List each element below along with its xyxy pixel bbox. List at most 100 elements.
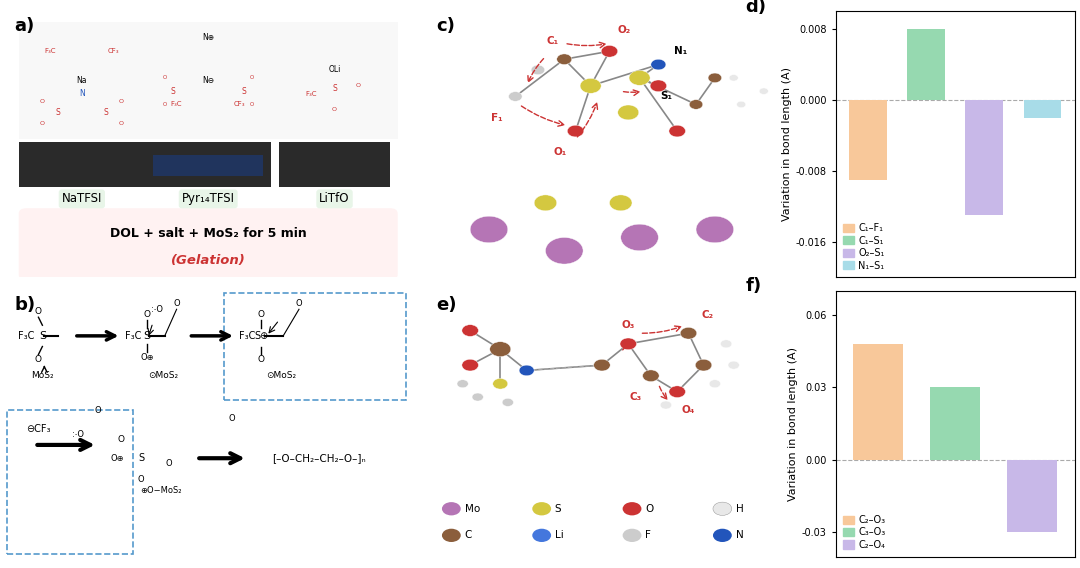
Bar xyxy=(966,100,1003,215)
Circle shape xyxy=(594,360,610,371)
Bar xyxy=(1008,460,1057,532)
FancyBboxPatch shape xyxy=(271,22,397,139)
Text: e): e) xyxy=(436,296,457,314)
Circle shape xyxy=(457,380,469,388)
Text: N: N xyxy=(735,531,743,540)
Text: O: O xyxy=(296,299,302,308)
Circle shape xyxy=(602,45,618,57)
Text: F₃C: F₃C xyxy=(18,331,35,341)
Circle shape xyxy=(492,378,508,389)
Bar xyxy=(1024,100,1062,118)
Circle shape xyxy=(669,386,686,398)
Text: CF₃: CF₃ xyxy=(234,102,245,107)
Text: CF₃: CF₃ xyxy=(108,48,119,55)
Text: a): a) xyxy=(15,16,35,35)
Bar xyxy=(849,100,887,180)
FancyBboxPatch shape xyxy=(145,22,271,139)
Circle shape xyxy=(535,195,557,211)
Circle shape xyxy=(545,237,583,264)
Text: Li: Li xyxy=(555,531,564,540)
Circle shape xyxy=(519,365,535,376)
Text: N⊕: N⊕ xyxy=(202,34,214,43)
Text: O: O xyxy=(645,504,653,514)
Text: O: O xyxy=(119,99,124,105)
Text: Na: Na xyxy=(77,76,87,85)
Text: O₂: O₂ xyxy=(618,25,631,35)
Text: (Gelation): (Gelation) xyxy=(171,253,245,266)
Text: O: O xyxy=(118,435,125,444)
Circle shape xyxy=(696,360,712,371)
Circle shape xyxy=(669,125,686,137)
Circle shape xyxy=(620,338,636,350)
FancyBboxPatch shape xyxy=(153,155,264,176)
Text: F₃C: F₃C xyxy=(239,331,256,341)
Text: O: O xyxy=(258,310,265,319)
Circle shape xyxy=(472,393,484,401)
Circle shape xyxy=(629,70,650,85)
Text: O: O xyxy=(35,356,42,364)
Text: ⊕O−MoS₂: ⊕O−MoS₂ xyxy=(140,486,181,495)
Circle shape xyxy=(696,216,733,243)
Text: C₂: C₂ xyxy=(701,310,714,320)
Circle shape xyxy=(580,78,602,93)
Text: O: O xyxy=(165,459,172,468)
Text: S: S xyxy=(144,331,150,341)
Text: O: O xyxy=(229,414,235,423)
Text: ⊖CF₃: ⊖CF₃ xyxy=(27,424,51,434)
Text: Mo: Mo xyxy=(464,504,480,514)
Circle shape xyxy=(462,325,478,336)
Text: O: O xyxy=(40,99,45,105)
Circle shape xyxy=(720,340,732,348)
Text: b): b) xyxy=(15,296,36,314)
Circle shape xyxy=(660,401,672,409)
Text: S: S xyxy=(104,108,108,117)
Text: S⊕: S⊕ xyxy=(255,331,269,341)
Text: O₃: O₃ xyxy=(622,320,635,330)
Text: N₁: N₁ xyxy=(674,46,688,56)
Text: ⊙MoS₂: ⊙MoS₂ xyxy=(148,371,178,380)
Text: S₁: S₁ xyxy=(660,91,672,102)
Circle shape xyxy=(609,195,632,211)
Circle shape xyxy=(462,360,478,371)
Circle shape xyxy=(643,370,659,382)
Text: O⊕: O⊕ xyxy=(110,454,124,463)
Text: S: S xyxy=(39,331,46,341)
Text: C: C xyxy=(464,531,472,540)
Text: :⋅O: :⋅O xyxy=(72,430,84,439)
Text: N⊖: N⊖ xyxy=(202,76,214,85)
Text: O: O xyxy=(35,307,42,316)
Circle shape xyxy=(442,502,461,515)
Text: S: S xyxy=(333,84,337,93)
Text: Pyr₁₄TFSI: Pyr₁₄TFSI xyxy=(181,193,234,206)
Text: S: S xyxy=(138,453,144,463)
Legend: C₁–F₁, C₁–S₁, O₂–S₁, N₁–S₁: C₁–F₁, C₁–S₁, O₂–S₁, N₁–S₁ xyxy=(840,222,887,273)
Circle shape xyxy=(651,59,666,70)
Circle shape xyxy=(532,502,551,515)
Circle shape xyxy=(621,224,659,250)
FancyBboxPatch shape xyxy=(18,22,145,139)
Text: O: O xyxy=(332,107,337,112)
Text: c): c) xyxy=(436,16,455,35)
Text: O₄: O₄ xyxy=(681,406,696,415)
Text: O: O xyxy=(119,120,124,126)
Text: [–O–CH₂–CH₂–O–]ₙ: [–O–CH₂–CH₂–O–]ₙ xyxy=(272,453,365,463)
Circle shape xyxy=(442,529,461,542)
Circle shape xyxy=(618,105,638,120)
Circle shape xyxy=(708,73,721,83)
Text: F₃C: F₃C xyxy=(305,91,316,97)
Circle shape xyxy=(689,99,703,109)
FancyBboxPatch shape xyxy=(145,141,271,187)
Text: S: S xyxy=(241,87,246,95)
Text: O₁: O₁ xyxy=(554,147,567,157)
Text: OLi: OLi xyxy=(328,65,340,74)
Y-axis label: Variation in bond length (A): Variation in bond length (A) xyxy=(782,68,792,222)
Y-axis label: Variation in bond length (A): Variation in bond length (A) xyxy=(787,346,798,500)
Text: O: O xyxy=(40,120,45,126)
Circle shape xyxy=(532,529,551,542)
Circle shape xyxy=(729,74,739,81)
Circle shape xyxy=(713,529,732,542)
Circle shape xyxy=(737,101,745,108)
Text: S: S xyxy=(171,87,175,95)
Text: ⊙MoS₂: ⊙MoS₂ xyxy=(266,371,296,380)
Circle shape xyxy=(502,398,513,406)
